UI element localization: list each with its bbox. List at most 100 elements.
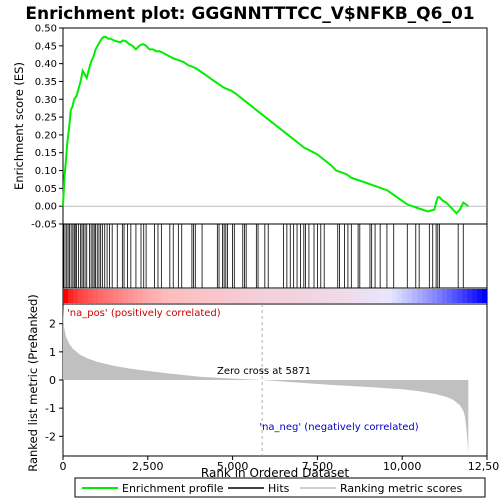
strip-cell [192, 289, 199, 303]
strip-cell [137, 289, 144, 303]
ranked-metric-panel: -2 -1 0 1 2 0 2,500 5,000 7,500 10,000 12,500 'na… [26, 294, 500, 480]
strip-cell [247, 289, 254, 303]
strip-cell [372, 289, 378, 303]
strip-cell [267, 289, 274, 303]
strip-cell [157, 289, 164, 303]
strip-cell [442, 289, 448, 303]
es-y-tick-label: 0.30 [35, 95, 57, 106]
strip-cell [257, 289, 264, 303]
es-y-tick-label: 0.20 [35, 130, 57, 141]
strip-cell [377, 289, 383, 303]
hits-barcode [63, 224, 464, 288]
strip-cell [302, 289, 309, 303]
strip-cell [482, 289, 488, 303]
strip-cell [337, 289, 343, 303]
metric-y-tick-label: 1 [49, 346, 56, 359]
strip-cell [342, 289, 348, 303]
strip-cell [72, 289, 79, 303]
strip-cell [147, 289, 154, 303]
strip-cell [397, 289, 403, 303]
enrichment-score-panel: -0.05 0.00 0.05 0.10 0.15 0.20 0.25 0.30 0.35 0.4… [12, 24, 488, 231]
strip-cell [237, 289, 244, 303]
strip-cell [77, 289, 84, 303]
strip-cell [357, 289, 363, 303]
strip-cell [222, 289, 229, 303]
legend-label-enrichment-profile: Enrichment profile [122, 482, 224, 495]
metric-y-axis-label: Ranked list metric (PreRanked) [26, 294, 40, 472]
x-tick-label: 2,500 [132, 460, 164, 473]
strip-cell [322, 289, 328, 303]
hits-panel [62, 223, 488, 289]
strip-cell [107, 289, 114, 303]
strip-cell [457, 289, 463, 303]
strip-cell [352, 289, 358, 303]
legend-label-ranking-metric: Ranking metric scores [340, 482, 462, 495]
strip-cell [172, 289, 179, 303]
strip-cell [392, 289, 398, 303]
strip-cell [422, 289, 428, 303]
strip-cell [387, 289, 393, 303]
strip-cell [472, 289, 478, 303]
strip-cell [402, 289, 408, 303]
strip-cell [292, 289, 299, 303]
es-y-tick-label: 0.05 [35, 184, 57, 195]
strip-cell [202, 289, 209, 303]
strip-cell [252, 289, 259, 303]
strip-cell [297, 289, 304, 303]
strip-cell [347, 289, 353, 303]
chart-title: Enrichment plot: GGGNNTTTCC_V$NFKB_Q6_01 [25, 4, 474, 24]
strip-cell [162, 289, 169, 303]
strip-cell [217, 289, 224, 303]
strip-cell [207, 289, 214, 303]
strip-cell [317, 289, 323, 303]
strip-cell [167, 289, 174, 303]
strip-cell [82, 289, 89, 303]
strip-cell [242, 289, 249, 303]
metric-y-tick-label: 2 [49, 318, 56, 331]
strip-cell [67, 289, 74, 303]
strip-cell [177, 289, 184, 303]
strip-cell [312, 289, 318, 303]
chart-legend: Enrichment profile Hits Ranking metric s… [74, 477, 486, 498]
legend-label-hits: Hits [268, 482, 290, 495]
strip-cell [382, 289, 388, 303]
metric-y-tick-label: 0 [49, 374, 56, 387]
strip-cell [142, 289, 149, 303]
strip-cell [182, 289, 189, 303]
metric-y-tick-label: -2 [45, 430, 56, 443]
strip-cell [277, 289, 284, 303]
es-y-tick-label: 0.45 [35, 41, 57, 52]
x-tick-label: 7,500 [302, 460, 334, 473]
es-y-tick-label: 0.40 [35, 59, 57, 70]
strip-cell [262, 289, 269, 303]
strip-cell [122, 289, 129, 303]
strip-cell [447, 289, 453, 303]
strip-cell [417, 289, 423, 303]
strip-cell [467, 289, 473, 303]
strip-cell [97, 289, 104, 303]
legend-box [74, 477, 486, 498]
ranked-list-color-strip [63, 289, 488, 303]
strip-cell [477, 289, 483, 303]
strip-cell [132, 289, 139, 303]
metric-x-axis: 0 2,500 5,000 7,500 10,000 12,500 [60, 456, 500, 473]
x-tick-label: 5,000 [217, 460, 249, 473]
enrichment-profile-line [62, 35, 469, 215]
es-y-tick-label: 0.10 [35, 166, 57, 177]
strip-cell [232, 289, 239, 303]
strip-cell [187, 289, 194, 303]
x-tick-label: 10,000 [383, 460, 422, 473]
strip-cell [362, 289, 368, 303]
strip-cell [127, 289, 134, 303]
strip-cell [117, 289, 124, 303]
pos-correlated-label: 'na_pos' (positively correlated) [67, 308, 221, 319]
metric-y-axis: -2 -1 0 1 2 [45, 318, 63, 443]
strip-cell [152, 289, 159, 303]
metric-y-tick-label: -1 [45, 402, 56, 415]
strip-cell [427, 289, 433, 303]
hits-frame [62, 223, 488, 289]
strip-cell [87, 289, 94, 303]
es-y-tick-label: 0.15 [35, 148, 57, 159]
strip-cell [462, 289, 468, 303]
strip-cell [112, 289, 119, 303]
